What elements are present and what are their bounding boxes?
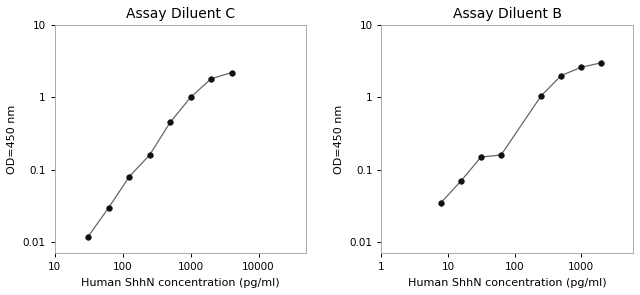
X-axis label: Human ShhN concentration (pg/ml): Human ShhN concentration (pg/ml) — [81, 278, 280, 288]
Title: Assay Diluent B: Assay Diluent B — [452, 7, 562, 21]
X-axis label: Human ShhN concentration (pg/ml): Human ShhN concentration (pg/ml) — [408, 278, 607, 288]
Title: Assay Diluent C: Assay Diluent C — [125, 7, 235, 21]
Y-axis label: OD=450 nm: OD=450 nm — [7, 104, 17, 174]
Y-axis label: OD=450 nm: OD=450 nm — [334, 104, 344, 174]
